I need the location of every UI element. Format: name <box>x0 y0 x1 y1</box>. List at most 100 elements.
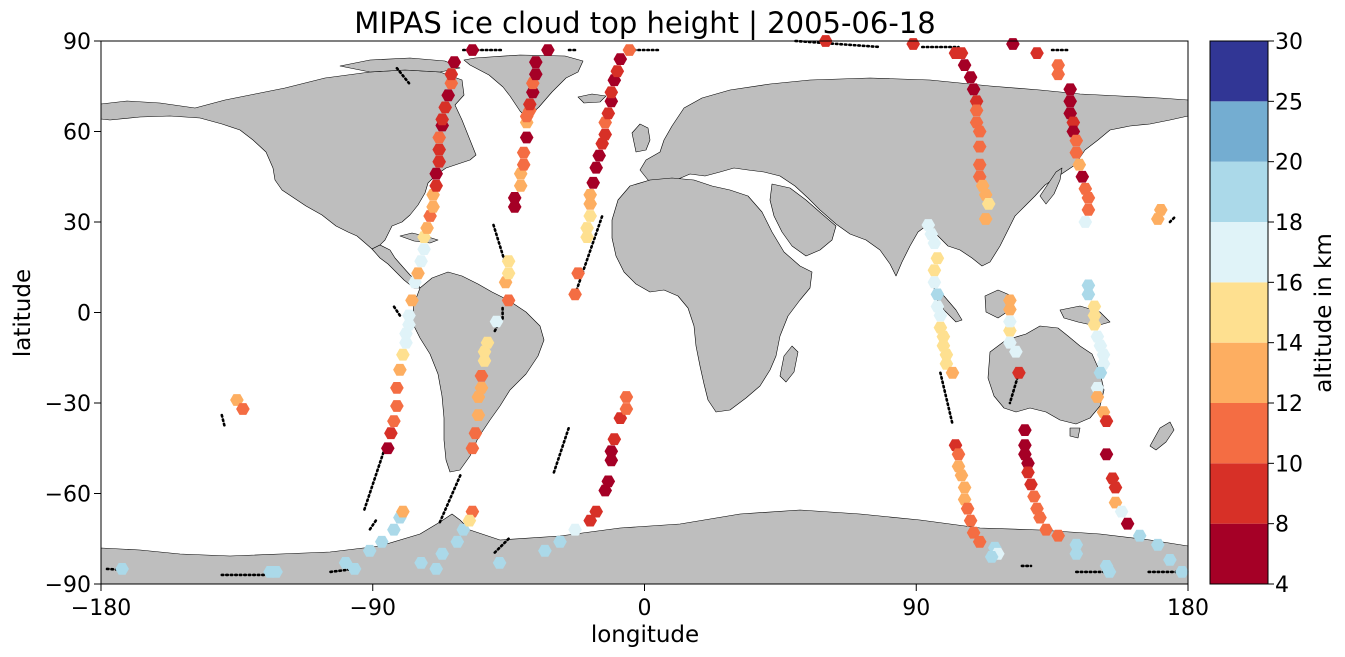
data-point-95 <box>465 44 480 56</box>
data-point-99 <box>580 231 594 243</box>
data-point-215 <box>1105 472 1120 485</box>
data-point-149 <box>948 47 963 59</box>
data-point-221 <box>1151 538 1165 551</box>
ground-track-12 <box>552 425 571 474</box>
colorbar-tick-label-5: 16 <box>1275 271 1303 296</box>
colorbar-bin-4 <box>1210 282 1268 343</box>
colorbar-tick-label-1: 8 <box>1275 513 1289 538</box>
land-eurasia <box>639 77 1189 277</box>
data-point-196 <box>1078 182 1093 195</box>
data-point-138 <box>951 448 966 461</box>
data-point-25 <box>604 454 619 467</box>
data-point-227 <box>1154 204 1168 216</box>
data-point-139 <box>951 460 966 473</box>
ground-track-6 <box>362 446 387 513</box>
land-tasmania <box>1069 427 1081 439</box>
x-tick-label-4: 180 <box>1167 596 1209 621</box>
data-point-220 <box>1132 529 1147 542</box>
data-point-202 <box>1087 300 1102 313</box>
ground-track-26 <box>1168 214 1178 224</box>
land-new-zealand <box>1149 421 1175 451</box>
ground-track-14 <box>395 66 411 85</box>
data-point-76 <box>501 294 516 307</box>
colorbar-bin-6 <box>1210 161 1268 222</box>
data-point-153 <box>969 95 984 108</box>
land-arctic-islands <box>339 57 461 73</box>
colorbar-label: altitude in km <box>1311 233 1337 393</box>
data-point-66 <box>465 442 480 455</box>
data-point-104 <box>586 176 600 189</box>
data-point-163 <box>978 213 993 225</box>
data-point-96 <box>541 44 555 56</box>
data-point-211 <box>1090 391 1105 403</box>
data-point-169 <box>1003 336 1017 349</box>
colorbar-tick-label-2: 10 <box>1275 452 1303 477</box>
data-point-30 <box>619 391 634 403</box>
data-point-44 <box>405 294 419 307</box>
chart-title: MIPAS ice cloud top height | 2005-06-18 <box>354 6 935 40</box>
data-point-200 <box>1081 279 1096 292</box>
y-tick-label-1: −60 <box>45 483 91 508</box>
data-point-20 <box>568 523 582 536</box>
ground-track-0 <box>105 567 118 571</box>
data-point-2 <box>269 566 283 578</box>
data-point-219 <box>1120 517 1135 530</box>
data-point-100 <box>580 222 594 234</box>
data-point-11 <box>429 563 443 575</box>
data-point-28 <box>613 412 628 424</box>
data-point-74 <box>480 336 495 349</box>
data-point-34 <box>384 427 398 440</box>
data-point-209 <box>1093 366 1108 379</box>
ground-track-21 <box>939 371 954 426</box>
data-point-188 <box>1063 95 1077 108</box>
data-point-132 <box>936 330 951 343</box>
data-point-114 <box>610 65 625 78</box>
y-axis: −90 −60 −30 0 30 60 90 <box>45 30 101 598</box>
data-point-47 <box>414 255 428 268</box>
data-point-57 <box>432 143 446 156</box>
data-point-35 <box>387 415 401 427</box>
data-point-190 <box>1066 116 1081 129</box>
data-point-110 <box>601 107 616 120</box>
satellite-ground-tracks <box>105 39 1178 577</box>
data-point-158 <box>972 158 987 171</box>
data-point-98 <box>571 267 585 280</box>
data-point-166 <box>1003 315 1017 328</box>
data-point-159 <box>972 170 987 183</box>
data-point-143 <box>960 502 975 515</box>
y-tick-label-3: 0 <box>77 302 91 327</box>
data-point-116 <box>622 44 637 56</box>
ground-track-13 <box>573 214 604 296</box>
data-point-39 <box>396 348 410 361</box>
data-point-69 <box>471 391 486 403</box>
data-point-115 <box>613 53 628 65</box>
ground-track-5 <box>392 305 402 317</box>
data-point-26 <box>604 445 619 458</box>
data-point-154 <box>969 104 984 117</box>
data-point-72 <box>477 354 492 367</box>
data-point-63 <box>444 77 459 90</box>
data-point-205 <box>1090 330 1105 343</box>
data-point-181 <box>1039 523 1053 536</box>
data-point-75 <box>489 315 504 328</box>
data-point-51 <box>423 210 437 222</box>
colorbar-tick-label-0: 4 <box>1275 573 1289 598</box>
data-point-52 <box>426 201 440 213</box>
data-point-80 <box>507 201 522 213</box>
data-point-194 <box>1072 158 1087 171</box>
data-point-222 <box>1163 554 1177 566</box>
data-point-40 <box>399 336 413 349</box>
data-point-4 <box>347 563 362 575</box>
data-point-160 <box>975 179 990 192</box>
data-point-58 <box>432 131 446 144</box>
data-point-70 <box>474 382 489 394</box>
data-point-151 <box>963 71 978 84</box>
cloud-measurements <box>115 35 1189 578</box>
data-point-179 <box>1030 502 1044 515</box>
data-point-135 <box>939 357 954 370</box>
data-point-6 <box>375 535 389 548</box>
ground-track-9 <box>492 223 507 266</box>
data-point-13 <box>450 535 465 548</box>
y-tick-label-4: 30 <box>63 211 91 236</box>
